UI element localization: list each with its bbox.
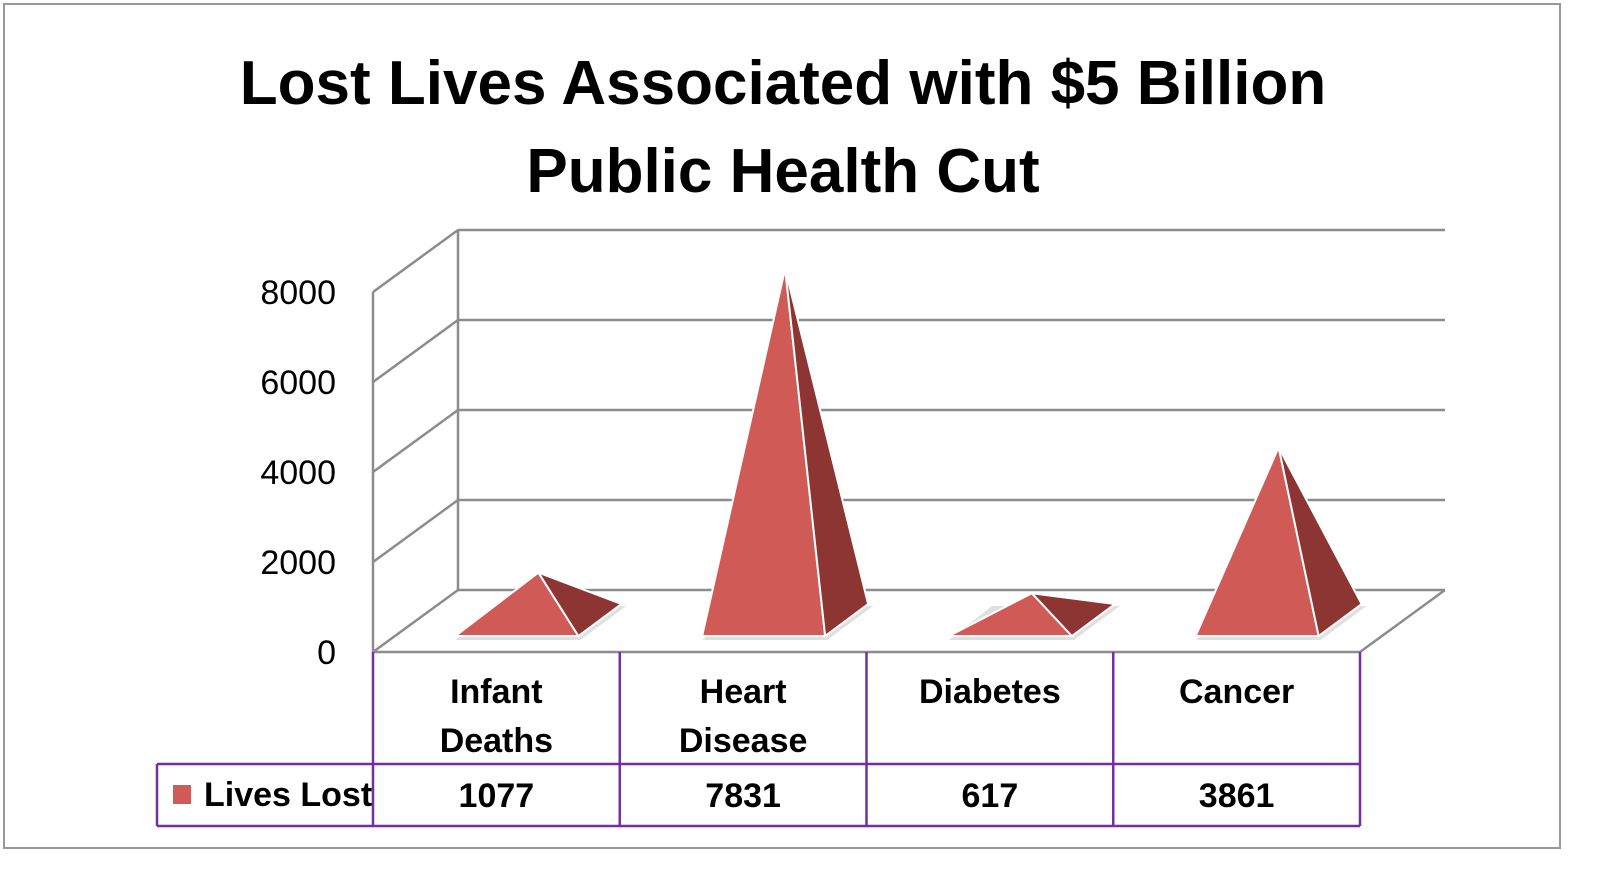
y-axis-ticks: 0 2000 4000 6000 8000: [260, 274, 336, 672]
y-tick-label: 2000: [260, 544, 336, 582]
pyramid-side-face: [535, 570, 624, 638]
pyramids: [452, 268, 1367, 640]
pyramid-side-face: [1029, 591, 1118, 638]
pyramid-side-face: [784, 268, 870, 638]
category-label: Infant: [450, 673, 543, 711]
y-tick-label: 0: [317, 634, 336, 672]
pyramid-side-face: [1277, 446, 1363, 638]
category-label: Disease: [679, 722, 808, 760]
chart-title-line-2: Public Health Cut: [526, 137, 1039, 206]
chart-title-line-1: Lost Lives Associated with $5 Billion: [240, 49, 1326, 118]
gridline-side: [372, 408, 459, 474]
legend-series-name: Lives Lost: [204, 776, 372, 814]
gridline-side: [372, 318, 459, 384]
data-table: Infant Deaths 1077 Heart Disease 7831 Diabetes…: [155, 652, 1362, 828]
pyramid: [948, 591, 1120, 640]
gridline-side: [372, 228, 459, 294]
y-tick-label: 6000: [260, 364, 336, 402]
y-tick-label: 8000: [260, 274, 336, 312]
data-value: 3861: [1199, 777, 1275, 815]
data-value: 7831: [705, 777, 781, 815]
data-value: 1077: [459, 777, 535, 815]
category-label: Diabetes: [919, 673, 1061, 711]
y-tick-label: 4000: [260, 454, 336, 492]
gridlines: [371, 228, 1446, 654]
gridline-side: [372, 498, 459, 564]
category-label: Cancer: [1179, 673, 1294, 711]
floor-right-edge: [1359, 588, 1446, 654]
pyramid: [452, 570, 627, 640]
legend-swatch: [173, 785, 191, 804]
pyramid: [1194, 444, 1367, 640]
category-label: Heart: [700, 673, 787, 711]
pyramid: [700, 268, 874, 640]
gridline-side: [372, 588, 459, 654]
category-label: Deaths: [440, 722, 553, 760]
data-value: 617: [962, 777, 1019, 815]
